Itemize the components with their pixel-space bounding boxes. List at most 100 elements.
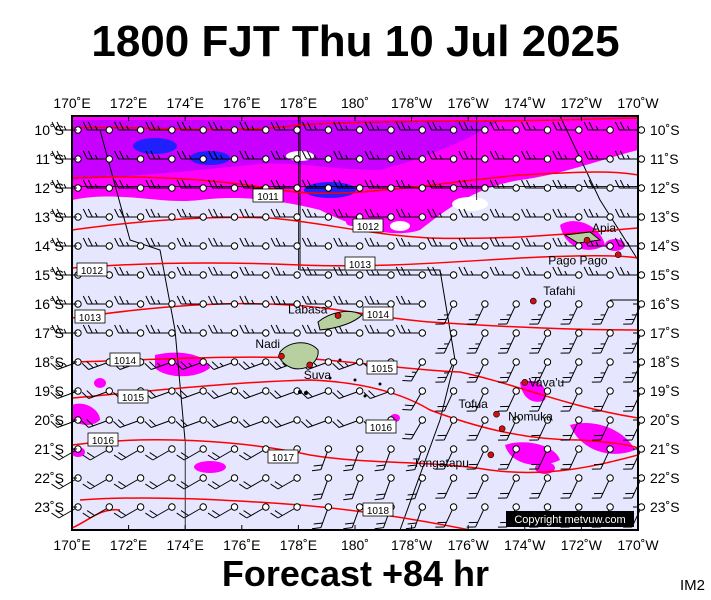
lat-label: 21˚S (34, 441, 64, 457)
svg-text:1014: 1014 (367, 310, 390, 321)
isobar-label: 1013 (344, 256, 376, 271)
wind-barb (206, 358, 239, 370)
wind-barb (364, 237, 395, 250)
wind-barb (301, 179, 333, 192)
wind-barb (114, 324, 145, 337)
wind-barb (489, 237, 520, 250)
wind-barb (208, 121, 239, 134)
wind-barb (113, 416, 145, 428)
wind-barb (427, 179, 458, 192)
wind-barb (51, 295, 82, 308)
lat-label: 20˚S (650, 412, 680, 428)
wind-barb (239, 474, 270, 490)
lat-label: 13˚S (34, 209, 64, 225)
lat-label: 11˚S (35, 151, 64, 167)
wind-barbs (50, 121, 646, 530)
wind-barb (466, 300, 489, 325)
wind-barb (374, 474, 395, 501)
wind-barb (560, 387, 583, 412)
lat-label: 10˚S (34, 122, 64, 138)
wind-barb (458, 121, 489, 134)
wind-barb (239, 295, 270, 308)
lon-label: 178˚E (280, 537, 317, 553)
wind-barb (458, 179, 489, 192)
wind-barb (114, 208, 145, 221)
isobar-label: 1016 (87, 432, 119, 447)
wind-barb (332, 387, 364, 399)
wind-barb (427, 266, 458, 279)
isobar-labels: 1011 1012 1013 1012 1013 1014 1014 1015 1015 1016… (74, 188, 398, 517)
wind-barb (395, 324, 426, 337)
wind-barb (583, 208, 614, 221)
wind-barb (175, 416, 207, 428)
wind-barb (81, 416, 114, 428)
wind-barb (529, 387, 552, 412)
wind-barb (81, 358, 114, 370)
lat-label: 20˚S (34, 412, 64, 428)
wind-barb (583, 121, 614, 134)
wind-barb (435, 503, 458, 528)
wind-barb (529, 329, 552, 354)
wind-barb (497, 300, 520, 325)
wind-barb (82, 295, 114, 308)
isobar-label: 1011 (252, 188, 284, 203)
lat-label: 15˚S (650, 267, 680, 283)
svg-text:Tongatapu: Tongatapu (413, 456, 469, 470)
wind-barb (583, 266, 614, 279)
lat-label: 17˚S (650, 325, 680, 341)
lon-label: 178˚W (391, 537, 433, 553)
wind-barb (489, 208, 520, 221)
wind-barb (311, 445, 333, 472)
wind-barb (466, 445, 489, 470)
place-apia: Apia (583, 221, 616, 244)
wind-barb (521, 237, 552, 250)
wind-barb (176, 150, 207, 163)
wind-barb (466, 474, 489, 499)
wind-barb (405, 445, 426, 472)
svg-text:Nadi: Nadi (255, 337, 280, 351)
wind-barb (466, 503, 489, 528)
lat-label: 18˚S (650, 354, 680, 370)
wind-barb (270, 474, 301, 490)
place-nadi: Nadi (255, 337, 285, 360)
svg-text:Nomuka: Nomuka (508, 410, 553, 424)
wind-barb (301, 324, 333, 337)
isobar-label: 1012 (76, 262, 108, 277)
samoa (563, 231, 602, 244)
lat-label: 21˚S (650, 441, 680, 457)
wind-barb (333, 295, 364, 308)
wind-barb (343, 474, 364, 501)
wind-barb (82, 237, 114, 250)
isobar-label: 1016 (365, 419, 397, 434)
wind-barb (427, 150, 458, 163)
wind-barb (301, 237, 333, 250)
wind-barb (395, 150, 426, 163)
wind-barb (145, 237, 176, 250)
wind-barb (208, 179, 239, 192)
wind-barb (239, 237, 270, 250)
lon-label: 176˚W (448, 95, 490, 111)
isobar-label: 1015 (366, 360, 398, 375)
svg-text:Suva: Suva (304, 368, 332, 382)
lon-label: 174˚E (167, 537, 204, 553)
wind-barb (402, 416, 426, 440)
wind-barb (270, 237, 301, 250)
wind-barb (270, 324, 301, 337)
wind-barb (364, 121, 395, 134)
wind-barb (364, 150, 395, 163)
isobar-label: 1014 (109, 352, 141, 367)
wind-barb (176, 474, 207, 490)
wind-barb (395, 208, 426, 221)
wind-barb (435, 416, 458, 441)
wind-barb (270, 179, 301, 192)
wind-barb (207, 503, 239, 519)
latitude-labels-right: 10˚S 11˚S 12˚S 13˚S 14˚S 15˚S 16˚S 17˚S 18˚S 19˚S… (633, 122, 680, 515)
wind-barb (113, 474, 145, 490)
wind-barb (497, 416, 520, 441)
wind-barb (363, 387, 395, 399)
wind-barb (114, 295, 145, 308)
svg-text:1012: 1012 (81, 266, 104, 277)
svg-text:Tafahi: Tafahi (543, 284, 575, 298)
wind-barb (435, 358, 458, 383)
wind-barb (489, 179, 520, 192)
